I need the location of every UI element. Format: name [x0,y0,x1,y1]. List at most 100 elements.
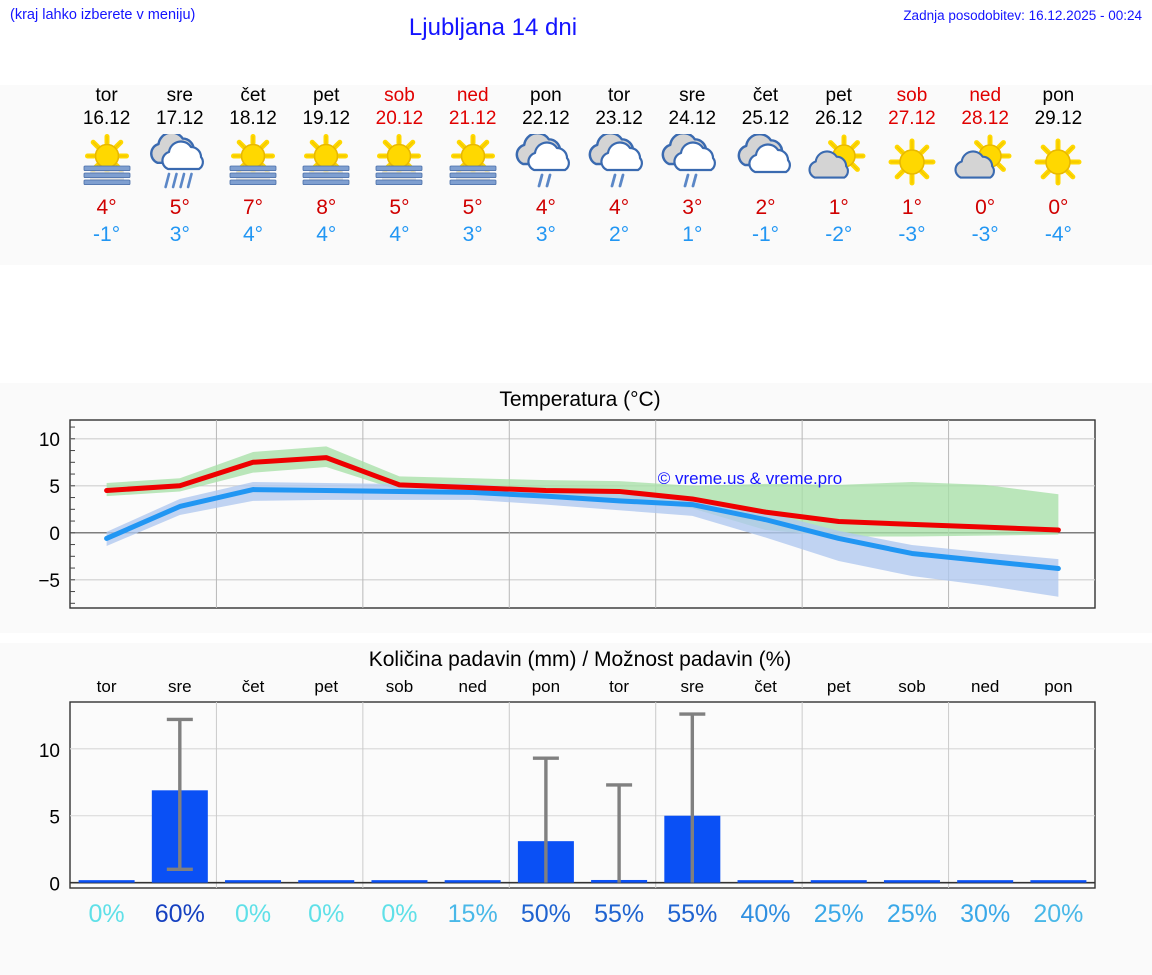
precipitation-bar [1030,880,1087,883]
day-date: 20.12 [375,108,424,129]
page-title: Ljubljana 14 dni [408,14,578,41]
precipitation-bar [810,880,867,883]
day-column-14[interactable]: pon 29.12 0° -4° [1019,85,1098,248]
top-bar: (kraj lahko izberete v meniju) Ljubljana… [0,0,1152,41]
weather-icon-wrap [946,132,1025,194]
day-column-13[interactable]: ned 28.12 0° -3° [946,85,1025,248]
day-date: 26.12 [814,108,863,129]
day-column-6[interactable]: ned 21.12 5° 3° [433,85,512,248]
weather-icon-wrap [214,132,293,194]
temperature-min: 3° [169,223,190,246]
temperature-min: 2° [609,223,630,246]
weather-icon-wrap [506,132,585,194]
day-of-week: ned [456,85,489,106]
temperature-max: 7° [242,196,264,219]
temperature-min: 4° [389,223,410,246]
temperature-max: 1° [901,196,922,219]
day-date: 19.12 [302,108,351,129]
sun-fog-icon [83,134,130,185]
precip-day-label: tor [609,677,629,696]
sun-fog-icon [229,134,277,185]
copyright-text: © vreme.us & vreme.pro [658,469,842,488]
temperature-min: -4° [1044,223,1072,246]
sun-fog-icon [302,134,350,185]
precipitation-probability: 15% [447,900,498,928]
daily-forecast-strip: tor 16.12 4° -1° sre 17.12 5° 3° čet 18.12 7° 4° pet… [0,85,1152,265]
precipitation-probability: 55% [667,900,718,928]
day-column-2[interactable]: sre 17.12 5° 3° [140,85,219,248]
day-of-week: pet [825,85,852,106]
temp-y-tick: 10 [39,430,60,451]
day-of-week: ned [969,85,1002,106]
temperature-max: 4° [535,196,556,219]
weather-icon-wrap [1019,132,1098,194]
precip-day-label: pet [827,677,851,696]
day-column-9[interactable]: sre 24.12 3° 1° [653,85,732,248]
temperature-max: 4° [96,196,117,219]
day-date: 21.12 [448,108,497,129]
day-column-1[interactable]: tor 16.12 4° -1° [67,85,146,248]
temperature-min: 4° [242,223,264,246]
precipitation-probability: 0% [234,900,272,928]
partly-cloudy-icon [808,134,866,179]
precipitation-probability-row: 0% 60% 0% 0% 0% 15% 50% 55% 55% 40% 25% 25% 30% 20% [0,900,1152,940]
day-column-12[interactable]: sob 27.12 1° -3° [872,85,951,248]
temperature-max: 8° [316,196,337,219]
precip-day-label: ned [458,677,486,696]
day-date: 16.12 [82,108,131,129]
temperature-max: 1° [828,196,849,219]
precip-day-label: sre [681,677,705,696]
weather-icon-wrap [140,132,219,194]
precip-day-label: pon [1044,677,1072,696]
precipitation-probability: 20% [1033,900,1084,928]
precip-day-label: sre [168,677,192,696]
bottom-filler [0,933,1152,975]
precipitation-bar [737,880,794,883]
day-of-week: sre [166,85,194,106]
temperature-min-line [104,487,1061,572]
weather-icon-wrap [580,132,659,194]
precipitation-bar [883,880,940,883]
weather-icon-wrap [653,132,732,194]
precipitation-bar [78,880,135,883]
day-column-7[interactable]: pon 22.12 4° 3° [506,85,585,248]
day-column-11[interactable]: pet 26.12 1° -2° [799,85,878,248]
day-column-5[interactable]: sob 20.12 5° 4° [360,85,439,248]
precipitation-bar [371,880,428,883]
light-rain-cloud-icon [515,134,570,188]
day-column-3[interactable]: čet 18.12 7° 4° [214,85,293,248]
temperature-max-line [104,455,1061,533]
precipitation-error-bar [606,783,633,883]
precip-day-label: čet [754,677,777,696]
precip-y-tick: 5 [49,808,60,829]
precipitation-bar [298,880,355,883]
day-of-week: sob [384,85,415,106]
precip-y-tick: 10 [39,741,60,762]
last-update-text: Zadnja posodobitev: 16.12.2025 - 00:24 [903,8,1142,23]
day-date: 27.12 [888,108,936,129]
menu-hint-text: (kraj lahko izberete v meniju) [10,7,196,23]
day-date: 24.12 [668,108,717,129]
day-column-8[interactable]: tor 23.12 4° 2° [580,85,659,248]
temperature-min: 4° [316,223,337,246]
cloud-icon [737,134,791,174]
temperature-max: 5° [389,196,410,219]
precipitation-error-bar [679,712,706,883]
day-column-10[interactable]: čet 25.12 2° -1° [726,85,805,248]
light-rain-cloud-icon [588,134,644,188]
light-rain-cloud-icon [661,134,717,188]
sun-fog-icon [449,134,497,185]
precipitation-probability: 60% [154,900,205,928]
precip-day-label: sob [386,677,413,696]
day-column-4[interactable]: pet 19.12 8° 4° [287,85,366,248]
day-of-week: pet [313,85,340,106]
temperature-min: -2° [825,223,853,246]
weather-icon-wrap [433,132,512,194]
weather-icon-wrap [872,132,951,194]
sun-icon [1034,138,1082,186]
sun-fog-icon [376,134,423,185]
day-of-week: pon [1042,85,1075,106]
day-of-week: sre [679,85,706,106]
temperature-max: 2° [755,196,776,219]
